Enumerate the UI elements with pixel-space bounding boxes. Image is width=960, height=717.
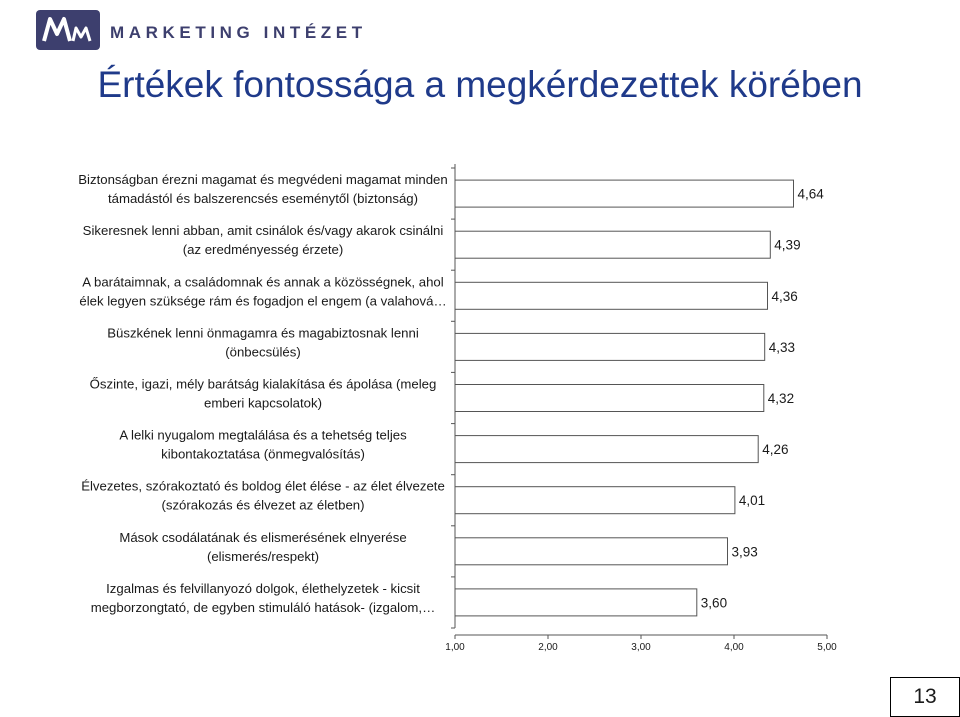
value-label: 4,01 xyxy=(739,493,765,508)
page-title: Értékek fontossága a megkérdezettek köré… xyxy=(97,64,863,105)
category-label: Büszkének lenni önmagamra és magabiztosn… xyxy=(107,325,419,359)
category-label: Izgalmas és felvillanyozó dolgok, élethe… xyxy=(91,581,436,615)
category-label-line: kibontakoztatása (önmegvalósítás) xyxy=(161,447,365,462)
logo-mark-icon xyxy=(36,10,100,50)
category-label-line: Sikeresnek lenni abban, amit csinálok és… xyxy=(83,223,444,238)
value-label: 4,36 xyxy=(772,289,798,304)
category-label: Élvezetes, szórakoztató és boldog élet é… xyxy=(81,479,445,513)
category-label-line: élek legyen szüksége rám és fogadjon el … xyxy=(79,293,446,308)
bar xyxy=(454,435,759,464)
x-tick-label: 1,00 xyxy=(445,642,465,653)
bar xyxy=(454,230,771,259)
value-label: 4,33 xyxy=(769,340,795,355)
bar xyxy=(454,384,765,412)
bar xyxy=(454,537,728,566)
value-label: 4,26 xyxy=(762,442,788,457)
bar xyxy=(454,179,794,208)
category-label: Sikeresnek lenni abban, amit csinálok és… xyxy=(83,223,444,257)
category-label-line: A lelki nyugalom megtalálása és a tehets… xyxy=(119,428,407,443)
category-label-line: Mások csodálatának és elismerésének elny… xyxy=(119,530,406,545)
value-label: 4,64 xyxy=(798,187,825,202)
category-label: Biztonságban érezni magamat és megvédeni… xyxy=(78,172,447,206)
bar xyxy=(454,486,736,515)
category-label-line: Élvezetes, szórakoztató és boldog élet é… xyxy=(81,479,445,494)
category-label-line: (szórakozás és élvezet az életben) xyxy=(161,498,364,513)
value-label: 4,39 xyxy=(774,238,800,253)
category-label: A barátaimnak, a családomnak és annak a … xyxy=(79,274,446,308)
category-label-line: Izgalmas és felvillanyozó dolgok, élethe… xyxy=(106,581,420,596)
x-tick-label: 3,00 xyxy=(631,642,651,653)
x-tick-label: 2,00 xyxy=(538,642,558,653)
bar xyxy=(454,281,768,310)
category-label: A lelki nyugalom megtalálása és a tehets… xyxy=(119,428,407,462)
category-label-line: (elismerés/respekt) xyxy=(207,549,319,564)
bar xyxy=(454,332,766,361)
category-label-line: támadástól és balszerencsés eseménytől (… xyxy=(108,191,418,206)
category-label-line: emberi kapcsolatok) xyxy=(204,396,322,411)
x-tick-label: 4,00 xyxy=(724,642,744,653)
page-number: 13 xyxy=(890,677,960,717)
bar xyxy=(454,588,698,617)
category-label-line: Büszkének lenni önmagamra és magabiztosn… xyxy=(107,325,419,340)
category-label-line: Biztonságban érezni magamat és megvédeni… xyxy=(78,172,447,187)
logo: MARKETING INTÉZET xyxy=(36,10,362,50)
category-label: Mások csodálatának és elismerésének elny… xyxy=(119,530,406,564)
category-label: Őszinte, igazi, mély barátság kialakítás… xyxy=(90,377,437,411)
brand-name: MARKETING INTÉZET xyxy=(110,23,367,42)
value-label: 4,32 xyxy=(768,391,794,406)
category-label-line: megborzongtató, de egyben stimuláló hatá… xyxy=(91,600,436,615)
category-label-line: (az eredményesség érzete) xyxy=(183,242,344,257)
x-tick-label: 5,00 xyxy=(817,642,837,653)
value-label: 3,93 xyxy=(732,544,758,559)
value-label: 3,60 xyxy=(701,595,727,610)
category-label-line: (önbecsülés) xyxy=(225,344,301,359)
category-label-line: Őszinte, igazi, mély barátság kialakítás… xyxy=(90,377,437,392)
category-label-line: A barátaimnak, a családomnak és annak a … xyxy=(82,274,443,289)
